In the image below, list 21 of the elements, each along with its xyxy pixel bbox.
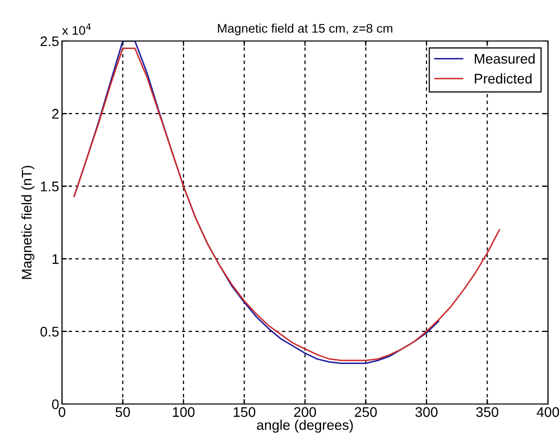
x-tick-label: 50 <box>116 407 130 417</box>
x-tick-label: 350 <box>476 407 498 417</box>
y-tick-label: 2 <box>52 108 59 119</box>
x-tick-label: 100 <box>172 407 195 417</box>
y-axis-title: Magnetic field (nT) <box>21 166 34 279</box>
chart-title: Magnetic field at 15 cm, z=8 cm <box>218 24 392 36</box>
x-tick-label: 0 <box>58 407 66 417</box>
y-tick-label: 0.5 <box>40 326 59 337</box>
text: x 10$^{4}$ <box>62 24 91 35</box>
x-tick-label: 250 <box>354 407 377 417</box>
x-tick-label: 300 <box>415 407 438 417</box>
legend-label: Predicted <box>474 73 532 84</box>
y-tick-label: 1.5 <box>40 182 59 192</box>
x-axis-title: angle (degrees) <box>256 420 353 433</box>
x-tick-label: 150 <box>234 407 256 417</box>
y-tick-label: 0 <box>52 399 59 410</box>
x-tick-label: 400 <box>536 407 559 417</box>
legend-label: Measured <box>474 54 535 64</box>
y-tick-label: 1 <box>52 254 59 264</box>
x-tick-label: 200 <box>294 407 316 417</box>
y-tick-label: 2.5 <box>40 36 59 46</box>
